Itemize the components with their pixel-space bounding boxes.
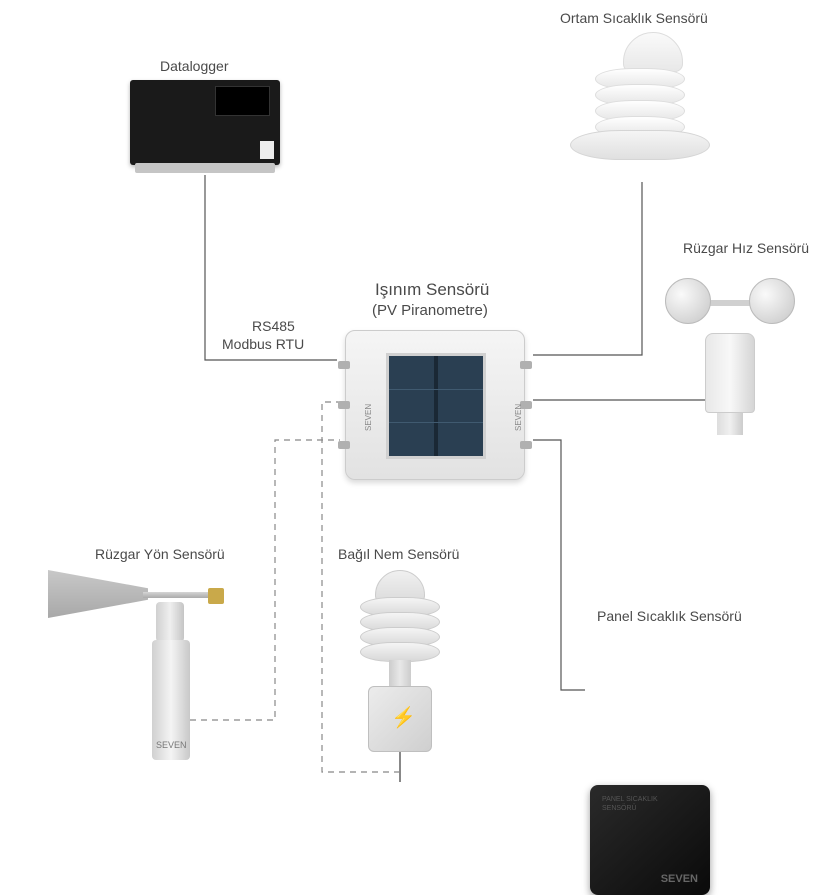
center-subtitle: (PV Piranometre) (372, 302, 488, 319)
wind-dir-device: SEVEN (48, 570, 248, 770)
ambient-temp-device (595, 32, 710, 160)
center-title: Işınım Sensörü (375, 280, 489, 300)
datalogger-label: Datalogger (160, 58, 229, 74)
humidity-label: Bağıl Nem Sensörü (338, 546, 459, 562)
protocol-label-1: RS485 (252, 318, 295, 334)
wind-dir-label: Rüzgar Yön Sensörü (95, 546, 225, 562)
protocol-label-2: Modbus RTU (222, 336, 304, 352)
datalogger-device (130, 80, 280, 165)
wind-speed-device (665, 268, 795, 435)
ambient-temp-label: Ortam Sıcaklık Sensörü (560, 10, 708, 26)
humidity-device (360, 570, 440, 782)
panel-temp-label: Panel Sıcaklık Sensörü (597, 608, 742, 624)
wind-speed-label: Rüzgar Hız Sensörü (683, 240, 809, 256)
panel-temp-device: PANEL SICAKLIKSENSÖRÜ SEVEN (590, 785, 710, 895)
pyranometer-device: SEVEN SEVEN (345, 330, 525, 480)
